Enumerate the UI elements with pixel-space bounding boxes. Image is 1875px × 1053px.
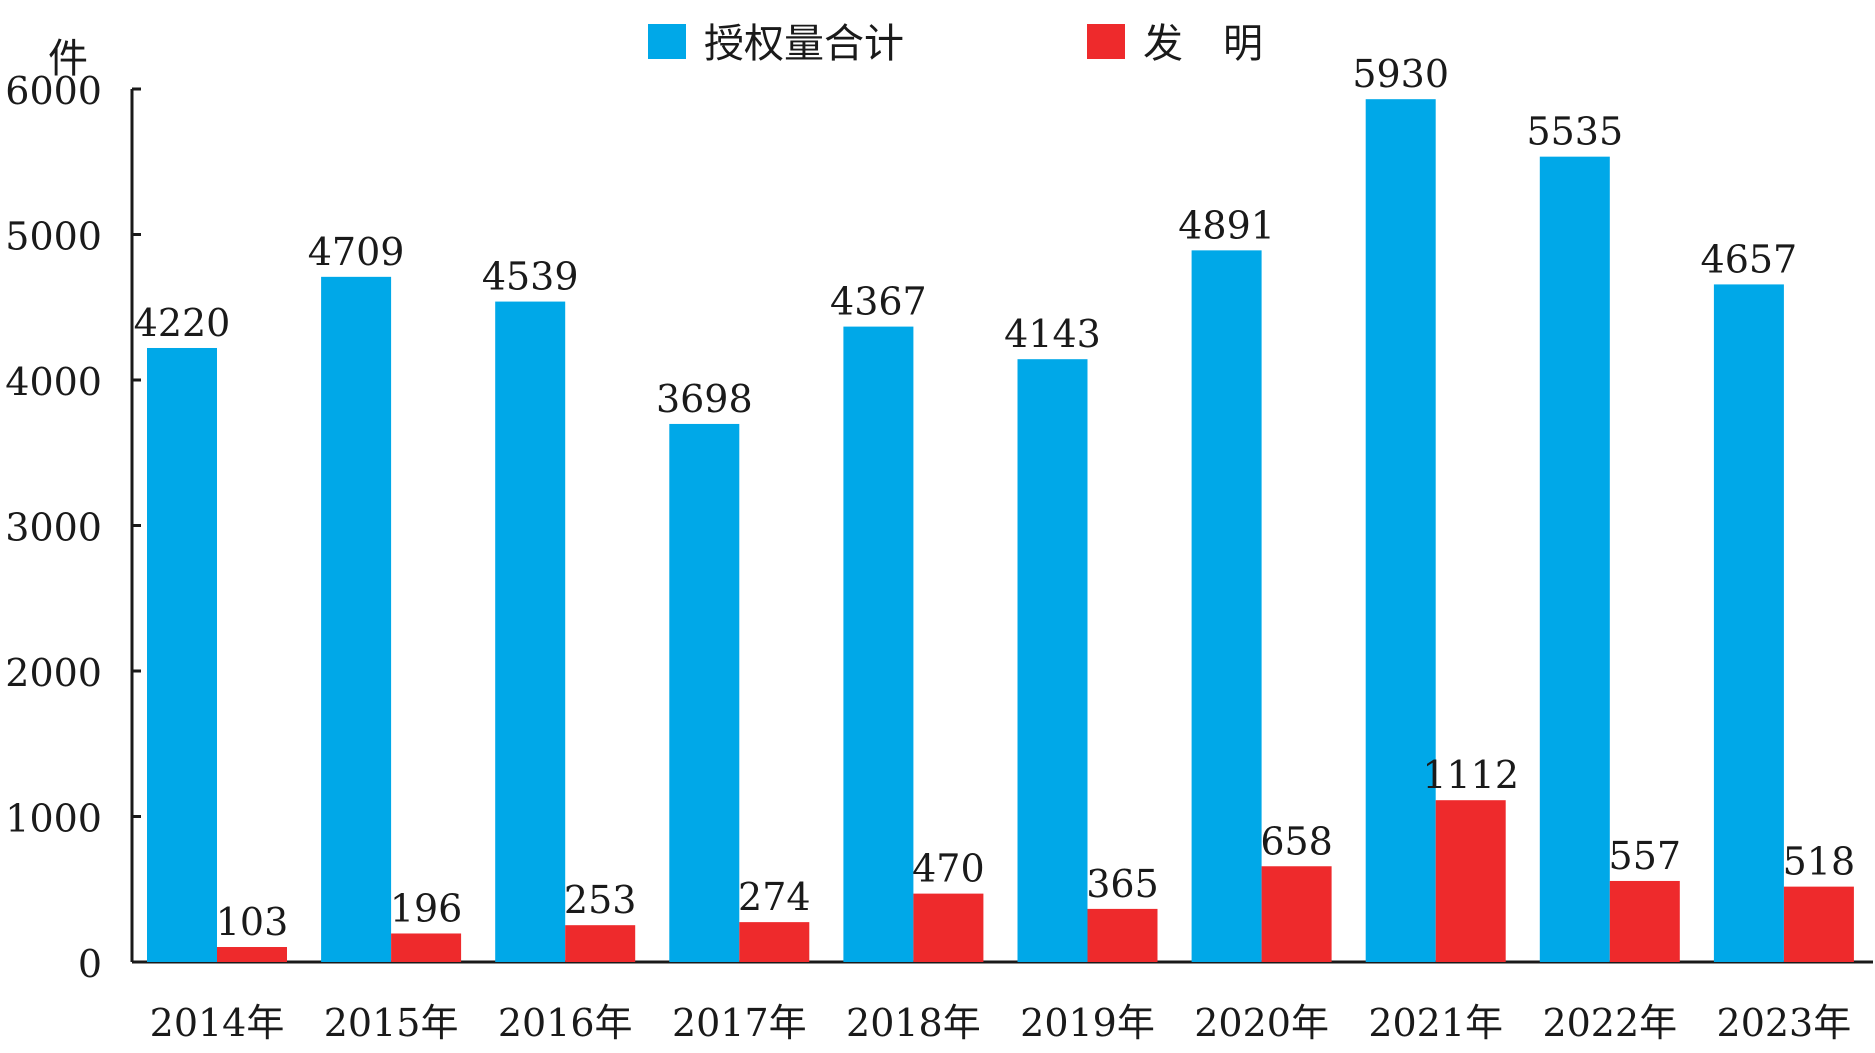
- bar-value-label-series-2: 470: [912, 847, 985, 891]
- y-tick-label: 3000: [5, 506, 102, 550]
- legend: 授权量合计 发 明: [648, 21, 1263, 67]
- y-tick-label: 1000: [5, 797, 102, 841]
- bar-series-2-2014年: [217, 947, 287, 962]
- bar-value-label-series-1: 4709: [308, 230, 405, 274]
- bar-series-2-2016年: [565, 925, 636, 962]
- bar-value-label-series-2: 253: [564, 878, 637, 922]
- bar-value-label-series-1: 4891: [1178, 203, 1275, 247]
- bar-series-2-2021年: [1435, 800, 1506, 962]
- x-tick-label: 2020年: [1194, 1001, 1329, 1045]
- bar-value-label-series-1: 5535: [1526, 110, 1623, 154]
- bar-value-label-series-2: 274: [738, 875, 811, 919]
- x-axis: 2014年 2015年 2016年 2017年 2018年 2019年 2020年 2021年…: [132, 960, 1873, 1045]
- bar-value-label-series-2: 103: [216, 900, 289, 944]
- bar-series-2-2018年: [913, 893, 984, 962]
- bar-series-2-2023年: [1783, 886, 1854, 962]
- bar-series-1-2017年: [669, 423, 740, 962]
- legend-label-series-1: 授权量合计: [704, 21, 904, 67]
- bars: [147, 99, 1854, 963]
- bar-series-1-2014年: [147, 347, 217, 962]
- bar-series-1-2018年: [843, 326, 914, 962]
- y-tick-label: 2000: [5, 651, 102, 695]
- y-tick-label: 0: [78, 942, 102, 986]
- bar-value-label-series-2: 557: [1609, 834, 1682, 878]
- x-tick-label: 2017年: [672, 1001, 807, 1045]
- y-axis-unit-label: 件: [48, 36, 88, 82]
- legend-swatch-series-2: [1087, 24, 1125, 59]
- bar-value-label-series-2: 518: [1783, 840, 1856, 884]
- bar-value-label-series-2: 365: [1086, 862, 1159, 906]
- x-tick-label: 2023年: [1717, 1001, 1852, 1045]
- bar-series-2-2022年: [1609, 880, 1680, 962]
- legend-label-series-2: 发 明: [1143, 21, 1263, 67]
- bar-value-label-series-2: 196: [390, 886, 463, 930]
- x-tick-label: 2021年: [1368, 1001, 1503, 1045]
- bar-value-label-series-1: 4367: [830, 280, 927, 324]
- bar-value-label-series-1: 4220: [134, 301, 231, 345]
- legend-swatch-series-1: [648, 24, 686, 59]
- bar-value-label-series-1: 4539: [482, 255, 579, 299]
- y-tick-label: 4000: [5, 360, 102, 404]
- x-tick-label: 2016年: [498, 1001, 633, 1045]
- x-tick-label: 2015年: [324, 1001, 459, 1045]
- bar-series-1-2021年: [1365, 99, 1436, 962]
- bar-series-1-2023年: [1713, 284, 1784, 962]
- y-tick-label: 6000: [5, 69, 102, 113]
- x-tick-label: 2022年: [1542, 1001, 1677, 1045]
- bar-value-label-series-1: 4143: [1004, 312, 1101, 356]
- bar-series-1-2020年: [1191, 250, 1262, 962]
- bar-series-1-2016年: [495, 301, 566, 962]
- bar-series-2-2017年: [739, 922, 810, 962]
- y-axis: 0 1000 2000 3000 4000 5000 6000: [5, 69, 141, 986]
- bar-series-2-2020年: [1261, 866, 1332, 962]
- bar-value-label-series-1: 4657: [1701, 237, 1798, 281]
- bar-value-label-series-1: 3698: [656, 377, 753, 421]
- bar-value-labels: 4220 103 4709 196 4539 253 3698 274 4367 470 4143 3…: [134, 52, 1856, 944]
- bar-value-label-series-2: 658: [1260, 819, 1333, 863]
- y-tick-label: 5000: [5, 215, 102, 259]
- bar-series-2-2015年: [391, 933, 462, 962]
- bar-series-1-2022年: [1539, 156, 1610, 963]
- x-tick-label: 2019年: [1020, 1001, 1155, 1045]
- bar-value-label-series-2: 1112: [1422, 753, 1519, 797]
- bar-series-2-2019年: [1087, 908, 1158, 962]
- x-tick-label: 2014年: [150, 1001, 285, 1045]
- x-tick-label: 2018年: [846, 1001, 981, 1045]
- bar-series-1-2019年: [1017, 359, 1088, 963]
- bar-value-label-series-1: 5930: [1352, 52, 1449, 96]
- bar-series-1-2015年: [321, 276, 392, 962]
